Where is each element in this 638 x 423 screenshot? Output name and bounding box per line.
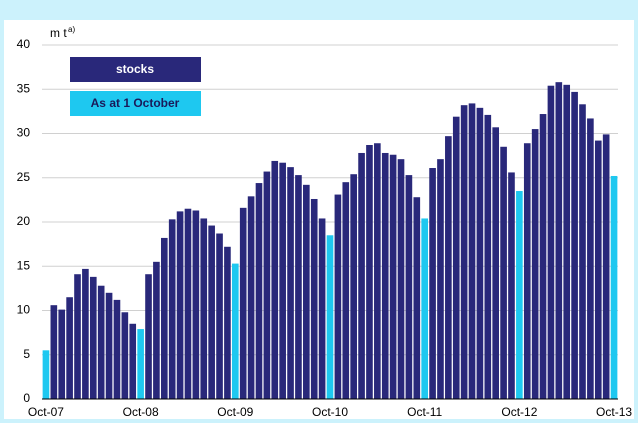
bar xyxy=(295,175,302,399)
bar xyxy=(58,309,66,399)
y-axis-label: m t xyxy=(50,26,67,40)
bar xyxy=(145,274,152,399)
bar xyxy=(153,261,160,399)
bar xyxy=(358,152,365,399)
bar xyxy=(232,263,239,399)
bar xyxy=(445,136,452,399)
legend-swatch xyxy=(70,91,201,116)
bar xyxy=(579,104,586,400)
y-tick-label: 15 xyxy=(17,258,31,272)
bar xyxy=(208,225,215,399)
bar xyxy=(82,268,89,399)
bar xyxy=(397,159,405,399)
y-tick-label: 35 xyxy=(17,81,31,95)
bar xyxy=(413,197,421,399)
bar xyxy=(547,85,555,400)
x-tick-label: Oct-12 xyxy=(501,405,537,419)
bar xyxy=(381,152,389,399)
bar xyxy=(405,175,413,399)
y-tick-label: 0 xyxy=(23,391,30,405)
bar xyxy=(224,246,231,399)
bar xyxy=(539,114,547,399)
bar xyxy=(421,218,428,399)
bar xyxy=(492,127,500,400)
bar xyxy=(247,196,255,399)
bar xyxy=(389,154,397,399)
bar xyxy=(587,118,594,399)
y-tick-label: 10 xyxy=(17,303,31,317)
bar xyxy=(192,210,200,399)
bar xyxy=(484,114,492,399)
bar xyxy=(468,103,476,399)
bar xyxy=(168,219,176,399)
bar xyxy=(216,233,223,399)
bar xyxy=(342,182,350,399)
y-tick-label: 5 xyxy=(23,347,30,361)
bar xyxy=(287,167,294,399)
bar xyxy=(452,116,460,399)
x-tick-label: Oct-13 xyxy=(596,405,632,419)
bar xyxy=(97,285,105,399)
bar xyxy=(602,134,610,399)
y-tick-label: 25 xyxy=(17,170,31,184)
bar xyxy=(374,143,381,399)
x-tick-label: Oct-08 xyxy=(123,405,159,419)
bar xyxy=(42,350,50,399)
x-tick-label: Oct-09 xyxy=(217,405,253,419)
bar xyxy=(66,297,73,399)
bar xyxy=(594,140,602,399)
x-tick-label: Oct-07 xyxy=(28,405,64,419)
bar xyxy=(279,162,286,399)
bar xyxy=(516,191,523,399)
bar xyxy=(239,207,247,399)
bar xyxy=(350,174,357,399)
bar xyxy=(563,84,571,399)
legend-label: As at 1 October xyxy=(91,96,180,110)
bar xyxy=(476,107,484,400)
bar xyxy=(326,235,334,399)
y-axis-label-note: a) xyxy=(68,25,75,34)
bar xyxy=(176,211,184,399)
x-tick-label: Oct-10 xyxy=(312,405,348,419)
bar xyxy=(200,218,208,399)
legend-swatch xyxy=(70,57,201,82)
bar xyxy=(303,184,310,399)
bar xyxy=(500,146,507,399)
bar xyxy=(113,299,121,399)
bar xyxy=(508,172,515,399)
y-tick-label: 30 xyxy=(17,126,31,140)
bar xyxy=(310,198,318,399)
x-tick-label: Oct-11 xyxy=(407,405,442,419)
bar xyxy=(255,183,263,399)
bar xyxy=(334,194,342,399)
bar xyxy=(50,305,58,399)
y-tick-label: 40 xyxy=(17,37,31,51)
bar xyxy=(460,105,468,400)
bar xyxy=(271,160,279,399)
bar xyxy=(129,323,137,399)
bar xyxy=(366,145,373,399)
bar xyxy=(74,274,81,399)
bar xyxy=(89,276,97,399)
bar xyxy=(160,237,168,399)
bar xyxy=(523,143,531,399)
bar xyxy=(137,329,144,399)
bar xyxy=(121,312,129,399)
bar xyxy=(429,168,436,399)
bar xyxy=(263,171,271,399)
bar xyxy=(184,208,192,399)
y-tick-label: 20 xyxy=(17,214,31,228)
legend-label: stocks xyxy=(116,62,154,76)
bar xyxy=(610,175,618,399)
bar xyxy=(437,159,444,399)
bar xyxy=(571,91,578,399)
bar xyxy=(555,82,563,400)
bar xyxy=(531,129,539,399)
bar xyxy=(105,292,113,399)
bar xyxy=(318,218,326,399)
